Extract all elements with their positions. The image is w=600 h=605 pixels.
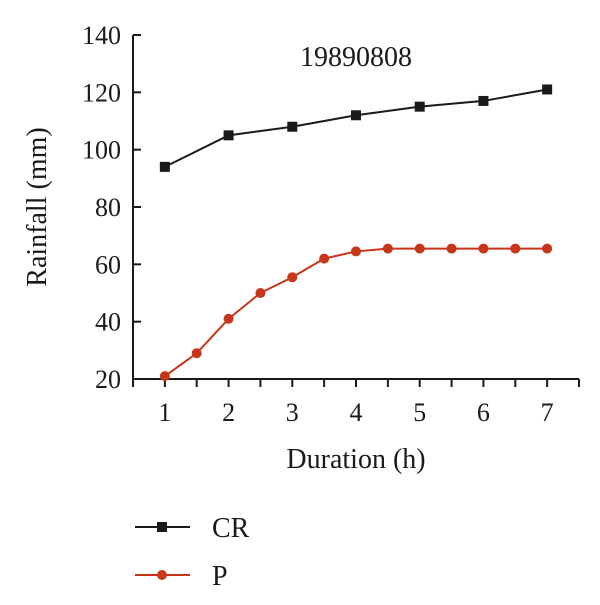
y-tick-label: 100 <box>82 136 121 165</box>
series-cr <box>159 84 553 172</box>
y-tick-label: 20 <box>95 365 121 394</box>
x-axis-ticks: 1 2 3 4 5 6 7 <box>132 379 580 427</box>
data-point-p <box>223 313 234 324</box>
series-line-p <box>164 247 548 377</box>
data-point-cr <box>414 101 425 112</box>
x-tick-label: 5 <box>413 398 426 427</box>
data-point-p <box>510 243 521 254</box>
data-point-cr <box>542 84 553 95</box>
series-p <box>159 243 553 382</box>
x-tick-label: 1 <box>158 398 171 427</box>
data-point-p <box>382 243 393 254</box>
x-tick-label: 6 <box>477 398 490 427</box>
chart-title: 19890808 <box>300 42 412 73</box>
data-point-cr <box>287 121 298 132</box>
data-point-p <box>319 253 330 264</box>
plot-area: 20 40 60 80 100 120 140 1 2 3 4 5 6 7 <box>82 21 580 427</box>
y-axis-ticks: 20 40 60 80 100 120 140 <box>82 21 141 394</box>
x-tick-label: 7 <box>541 398 554 427</box>
x-axis-title: Duration (h) <box>286 444 425 475</box>
data-point-cr <box>351 110 361 121</box>
legend-label-cr: CR <box>212 513 250 544</box>
y-tick-label: 60 <box>95 250 121 279</box>
data-point-p <box>478 243 489 254</box>
data-point-p <box>351 246 361 257</box>
legend-item-cr: CR <box>135 513 250 544</box>
data-point-p <box>255 288 266 298</box>
data-point-p <box>542 243 553 254</box>
series-line-cr <box>164 88 548 168</box>
legend-label-p: P <box>212 561 228 592</box>
x-tick-label: 2 <box>222 398 235 427</box>
data-point-p <box>191 348 202 359</box>
y-tick-label: 80 <box>95 193 121 222</box>
y-tick-label: 120 <box>82 78 121 107</box>
data-point-cr <box>223 130 234 141</box>
legend-marker-p <box>157 570 167 580</box>
data-point-p <box>287 272 298 283</box>
data-point-p <box>446 243 457 254</box>
data-point-p <box>159 371 170 382</box>
data-point-cr <box>478 95 489 106</box>
series-layer <box>159 84 553 382</box>
y-tick-label: 140 <box>82 21 121 50</box>
y-tick-label: 40 <box>95 308 121 337</box>
legend: CR P <box>135 513 250 592</box>
x-tick-label: 4 <box>350 398 363 427</box>
legend-marker-cr <box>157 522 167 532</box>
y-axis-title: Rainfall (mm) <box>22 127 53 286</box>
legend-item-p: P <box>135 561 228 592</box>
data-point-cr <box>159 161 170 172</box>
data-point-p <box>414 243 425 254</box>
x-tick-label: 3 <box>286 398 299 427</box>
